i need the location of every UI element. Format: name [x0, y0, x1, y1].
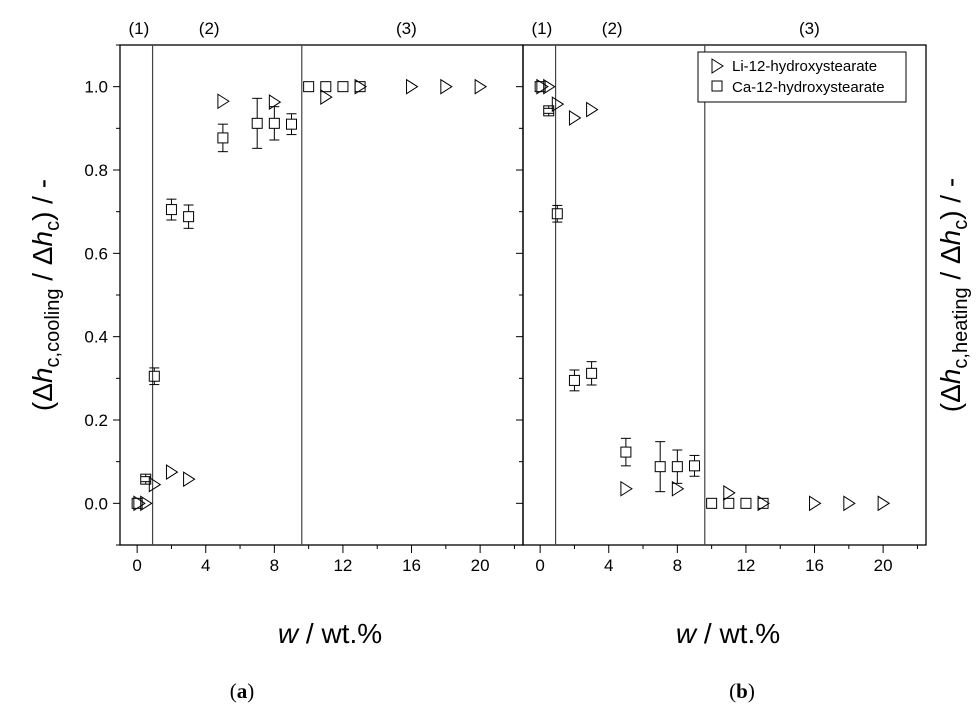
panel-b-caption-letter: b: [736, 679, 748, 703]
panel-a-xtick-label-1: 4: [201, 556, 210, 575]
panel-a-ca-point-8: [285, 118, 297, 130]
panel-b-li-point-10: [843, 495, 856, 512]
panel-a-caption: (a): [230, 679, 255, 703]
panel-b-ca-point-9: [706, 497, 718, 509]
panel-a-xlabel: w / wt.%: [278, 618, 382, 649]
panel-b-ticks: (1) (2) (3) 0 4 8 12 16 20: [516, 19, 918, 575]
panel-b-li-point-9: [809, 495, 822, 512]
panel-a: (1) (2) (3) 0 4 8 12 16 20 0.0 0.2 0.4 0.6 0.8 1.0 (Δh…: [27, 19, 524, 703]
panel-b-region-label-2: (3): [799, 19, 820, 38]
panel-a-ca-point-7: [268, 117, 280, 129]
panel-b-xtick-label-3: 12: [736, 556, 755, 575]
panel-b-ca-point-6: [654, 461, 666, 473]
panel-a-li-point-7: [320, 89, 333, 105]
panel-b-li-point-0: [536, 78, 549, 95]
panel-b-ca-point-11: [740, 497, 752, 509]
panel-a-xlabel-rest: / wt.%: [298, 618, 382, 649]
panel-a-ytick-label-0: 0.0: [84, 494, 108, 513]
panel-a-li-point-10: [440, 78, 453, 95]
panel-b-caption: (b): [729, 679, 755, 703]
panel-b-li-point-11: [877, 495, 891, 512]
panel-b-xlabel: w / wt.%: [676, 618, 780, 649]
panel-b-xtick-label-5: 20: [874, 556, 893, 575]
panel-b-ca-point-8: [688, 460, 700, 472]
panel-b-li-point-7: [723, 485, 736, 501]
panel-a-li-point-6: [268, 94, 282, 110]
panel-a-caption-letter: a: [237, 679, 248, 703]
panel-b-xlabel-rest: / wt.%: [696, 618, 780, 649]
panel-b-li-point-2: [551, 96, 565, 113]
panel-a-xlabel-italic: w: [278, 618, 300, 649]
panel-a-xtick-label-0: 0: [132, 556, 141, 575]
panel-b-xtick-label-4: 16: [805, 556, 824, 575]
panel-b-frame: [522, 44, 927, 546]
panel-a-ca-point-6: [251, 117, 263, 129]
panel-b-marks: [534, 45, 891, 545]
panel-b-ca-point-2: [551, 208, 563, 220]
panel-a-ca-point-10: [320, 81, 332, 93]
panel-b-ca-point-12: [757, 497, 769, 509]
panel-a-ticks: (1) (2) (3) 0 4 8 12 16 20 0.0 0.2 0.4 0.6 0.8 1.0: [84, 19, 515, 575]
panel-a-region-label-2: (3): [396, 19, 417, 38]
panel-a-xtick-label-2: 8: [270, 556, 279, 575]
panel-b-li-point-6: [671, 480, 685, 497]
legend-box: [697, 51, 907, 103]
panel-a-li-point-4: [183, 471, 196, 488]
panel-b-ca-point-3: [568, 374, 580, 386]
panel-a-ytick-label-3: 0.6: [84, 244, 108, 263]
panel-b-ca-point-4: [586, 367, 598, 379]
panel-b-ylabel: (Δhc,heating / Δhc) / -: [935, 178, 972, 412]
panel-a-ca-point-9: [303, 81, 315, 93]
panel-b-xtick-label-2: 8: [673, 556, 682, 575]
panel-b-region-label-1: (2): [602, 19, 623, 38]
panel-a-ca-point-1: [140, 473, 152, 485]
legend-li-label: Li-12-hydroxystearate: [732, 58, 877, 75]
panel-a-ytick-label-5: 1.0: [84, 78, 108, 97]
panel-b-ca-point-5: [620, 446, 632, 458]
panel-a-xtick-label-5: 20: [471, 556, 490, 575]
legend-li-marker: [711, 58, 724, 74]
panel-b-ca-point-7: [671, 461, 683, 473]
panel-b-xtick-label-1: 4: [604, 556, 613, 575]
panel-a-ca-point-4: [183, 211, 195, 223]
panel-b-ca-point-1: [543, 105, 555, 117]
panel-a-ytick-label-4: 0.8: [84, 161, 108, 180]
panel-a-region-label-1: (2): [199, 19, 220, 38]
panel-a-li-point-9: [406, 78, 419, 95]
panel-b-li-point-4: [586, 101, 599, 118]
panel-b-li-point-5: [620, 480, 633, 497]
panel-a-li-point-0: [133, 495, 146, 512]
panel-a-li-point-5: [217, 93, 230, 110]
panel-a-xtick-label-3: 12: [333, 556, 352, 575]
panel-a-ca-point-11: [337, 81, 349, 93]
legend: Li-12-hydroxystearate Ca-12-hydroxystear…: [697, 51, 907, 103]
panel-b-ca-point-10: [723, 497, 735, 509]
panel-b-xlabel-italic: w: [676, 618, 698, 649]
panel-a-ytick-label-1: 0.2: [84, 411, 108, 430]
panel-a-ca-point-0: [131, 497, 143, 509]
panel-a-ylabel: (Δhc,cooling / Δhc) / -: [27, 179, 64, 411]
panel-b: (1) (2) (3) 0 4 8 12 16 20 (Δhc,heating / Δhc) /…: [516, 19, 972, 703]
panel-a-ca-point-5: [217, 132, 229, 144]
panel-a-ca-point-12: [354, 81, 366, 93]
panel-b-li-point-1: [543, 78, 556, 95]
panel-a-li-point-3: [165, 464, 179, 480]
panel-b-region-label-0: (1): [531, 19, 552, 38]
panel-b-ca-point-0: [534, 81, 546, 93]
panel-a-li-point-11: [474, 78, 488, 95]
legend-ca-marker: [711, 80, 723, 92]
panel-b-xtick-label-0: 0: [535, 556, 544, 575]
panel-a-marks: [131, 45, 488, 545]
panel-b-li-point-3: [568, 110, 582, 126]
panel-a-li-point-1: [140, 495, 153, 512]
legend-ca-label: Ca-12-hydroxystearate: [732, 79, 885, 96]
panel-a-ytick-label-2: 0.4: [84, 328, 108, 347]
panel-a-frame: [119, 44, 524, 546]
panel-a-region-label-0: (1): [128, 19, 149, 38]
panel-a-ca-point-3: [165, 204, 177, 216]
panel-a-ca-point-2: [148, 370, 160, 382]
panel-a-xtick-label-4: 16: [402, 556, 421, 575]
